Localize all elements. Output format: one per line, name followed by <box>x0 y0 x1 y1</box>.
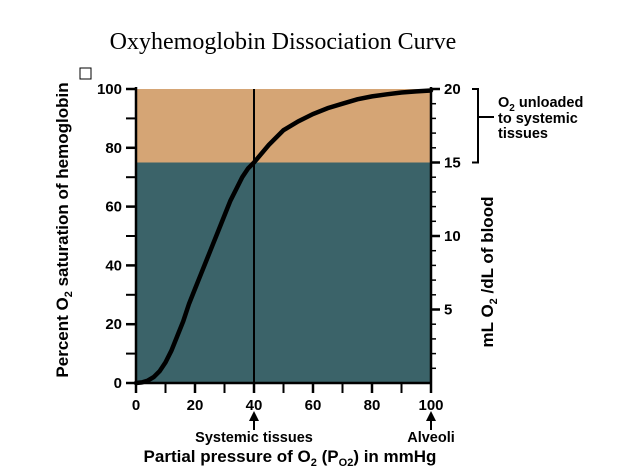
x-axis-label: Partial pressure of O2 (PO2) in mmHg <box>144 447 437 469</box>
o2-note-line1-pre: O <box>498 95 509 111</box>
y-tick-label: 60 <box>105 199 122 216</box>
alveoli-arrow-icon <box>426 411 436 421</box>
o2-note-line2: to systemic <box>498 111 578 127</box>
x-annotations: Systemic tissues Alveoli <box>195 411 455 446</box>
y2-tick-label: 15 <box>444 155 461 172</box>
unloaded-bracket <box>472 88 494 164</box>
y2-axis-label: mL O2 /dL of blood <box>478 197 500 348</box>
o2-retained-region <box>136 162 431 383</box>
alveoli-label: Alveoli <box>407 430 455 446</box>
x-axis: 0 20 40 60 80 100 <box>132 381 444 414</box>
x-tick-label: 80 <box>364 397 381 414</box>
x-tick-label: 20 <box>187 397 204 414</box>
right-y-axis: 5 10 15 20 <box>429 81 461 383</box>
systemic-tissues-label: Systemic tissues <box>195 430 313 446</box>
y-tick-label: 100 <box>97 81 122 98</box>
y2-tick-label: 5 <box>444 302 452 319</box>
y-tick-label: 40 <box>105 257 122 274</box>
y2-tick-label: 10 <box>444 228 461 245</box>
chart-title: Oxyhemoglobin Dissociation Curve <box>110 29 457 55</box>
y2-tick-label: 20 <box>444 81 461 98</box>
x-tick-label: 40 <box>246 397 263 414</box>
y-axis-label: Percent O2 saturation of hemoglobin <box>53 82 75 377</box>
y-tick-label: 0 <box>114 375 122 392</box>
o2-note-line1-post: unloaded <box>515 95 583 111</box>
systemic-arrow-icon <box>249 411 259 421</box>
o2-note-line3: tissues <box>498 126 548 142</box>
x-tick-label: 60 <box>305 397 322 414</box>
o2-unloaded-region <box>136 89 431 163</box>
bracket-line <box>472 88 479 164</box>
o2-unloaded-note: O2 unloaded to systemic tissues <box>498 95 583 142</box>
svg-text:O2 unloaded: O2 unloaded <box>498 95 583 114</box>
o2-note-line1-sub: 2 <box>509 103 515 114</box>
y-tick-label: 80 <box>105 140 122 157</box>
plot-area <box>133 88 434 386</box>
x-tick-label: 100 <box>418 397 443 414</box>
y-tick-label: 20 <box>105 316 122 333</box>
dissociation-curve <box>133 88 434 386</box>
x-tick-label: 0 <box>132 397 140 414</box>
small-square-icon <box>79 67 92 80</box>
left-y-axis: 0 20 40 60 80 100 <box>97 81 138 392</box>
